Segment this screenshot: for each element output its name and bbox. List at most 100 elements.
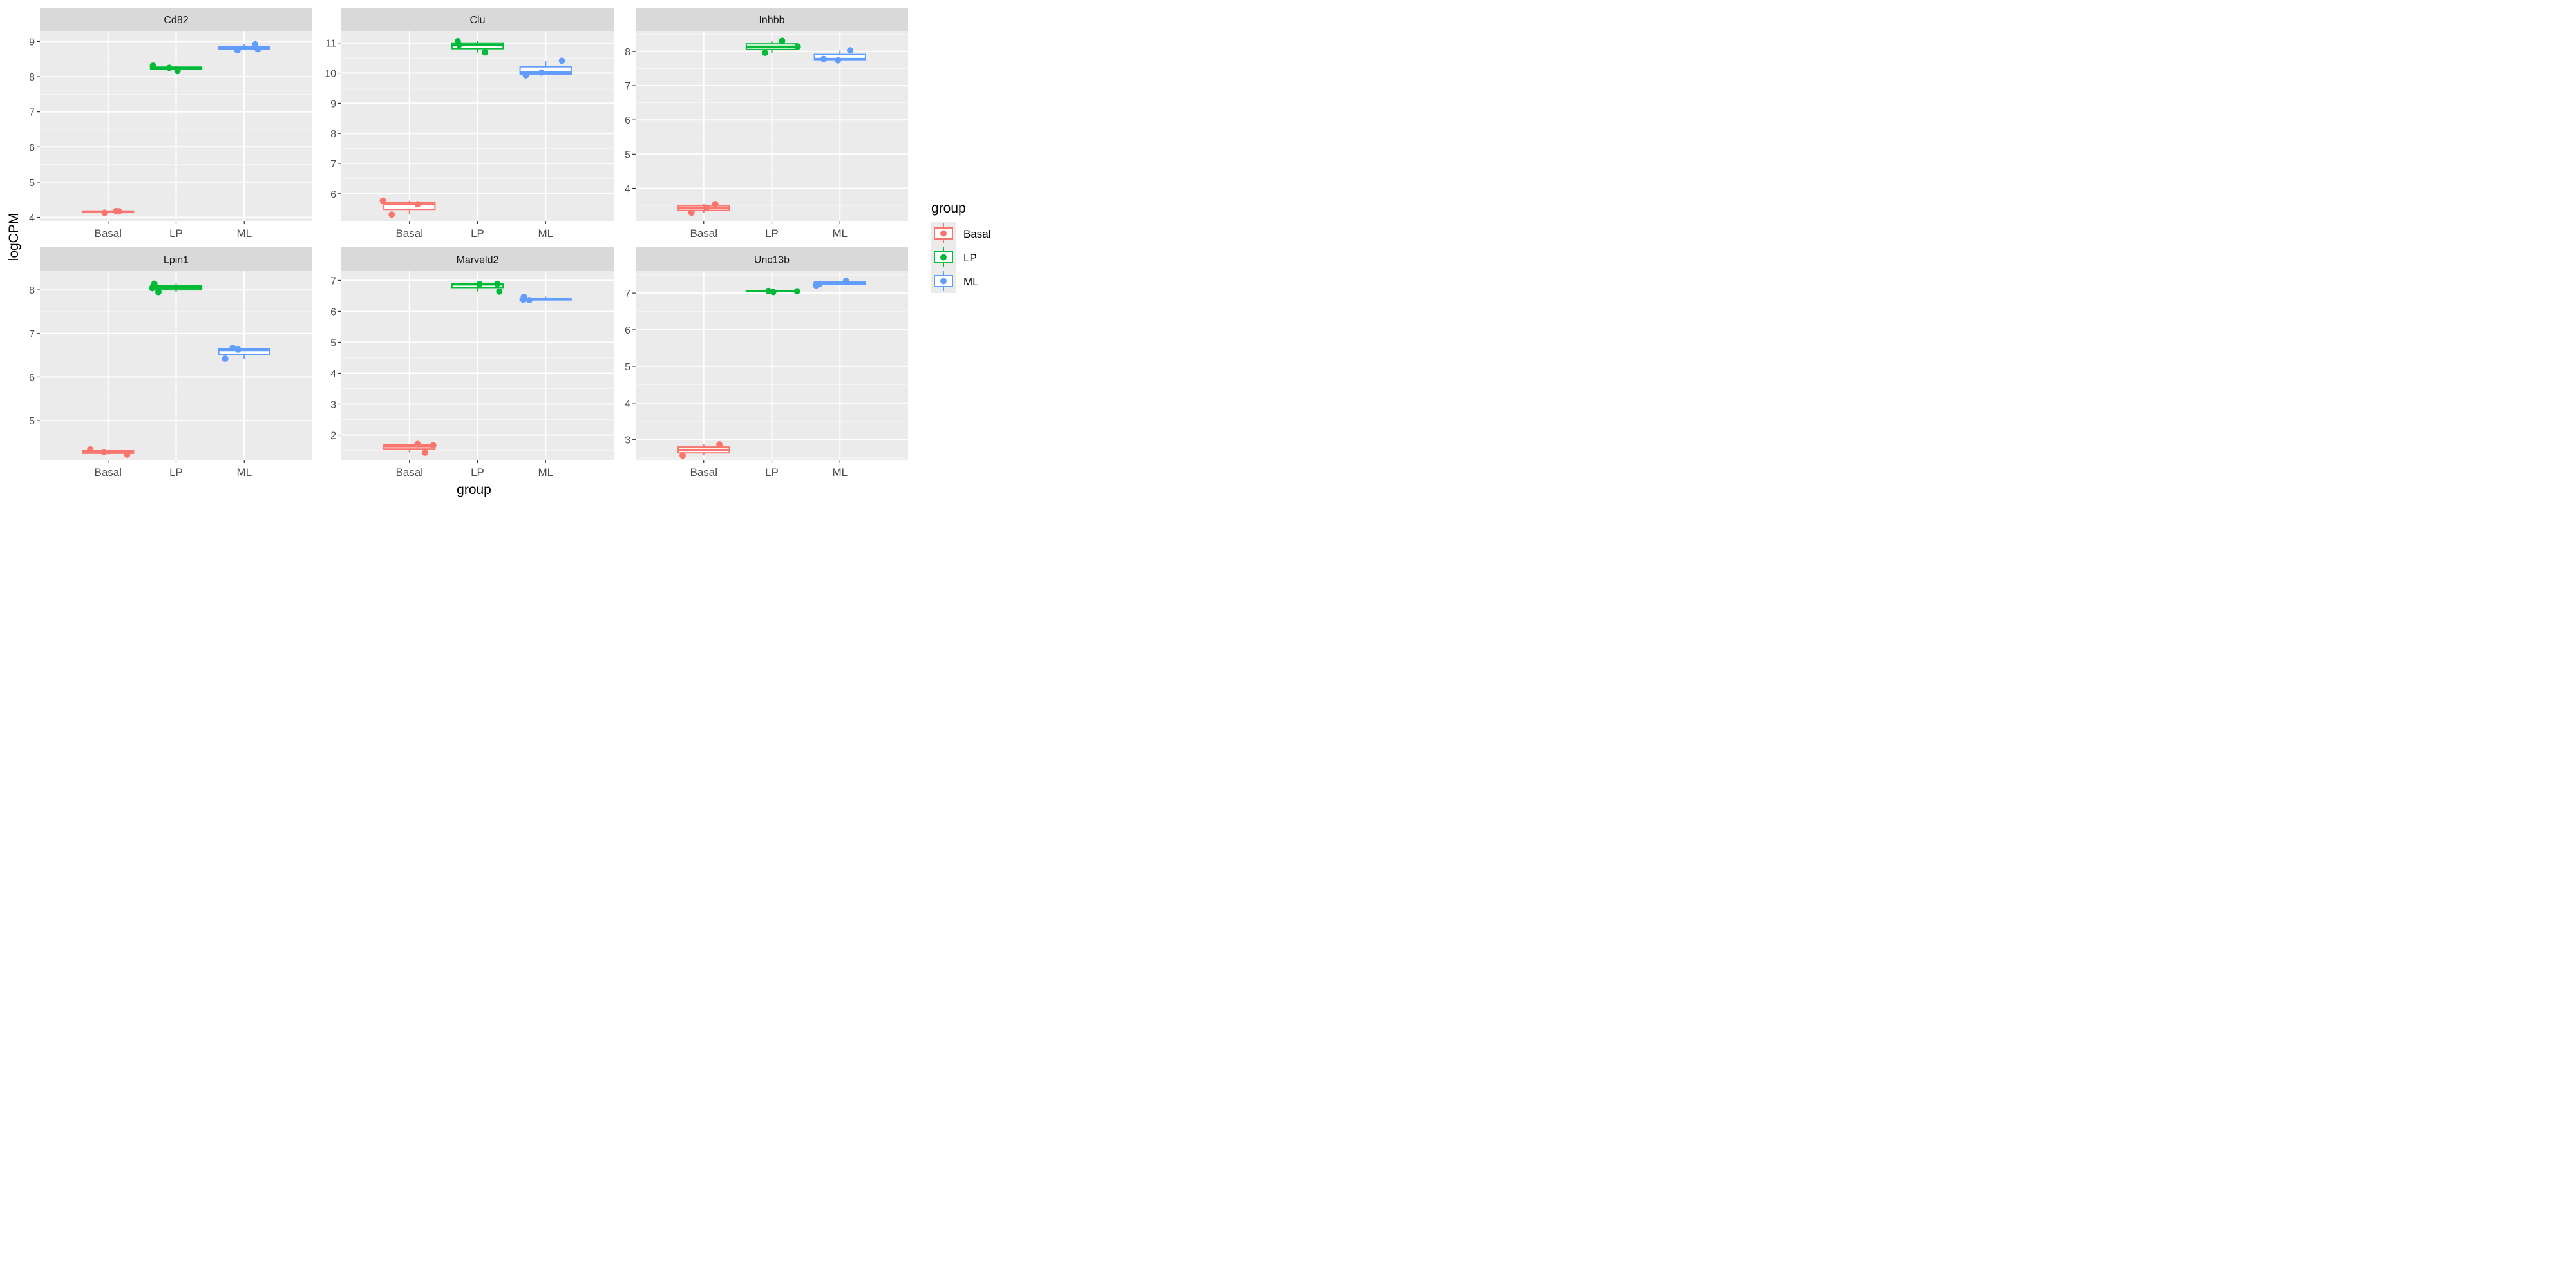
box-basal (82, 210, 135, 213)
y-tick-label: 10 (325, 69, 336, 80)
box-body (218, 348, 270, 355)
data-point-basal (679, 452, 686, 459)
facet-title: Marveld2 (457, 255, 499, 266)
y-tick-label: 5 (29, 416, 35, 427)
y-axis-title: logCPM (6, 213, 21, 261)
data-point-ml (254, 46, 261, 53)
data-point-lp (496, 288, 503, 295)
data-point-ml (847, 47, 854, 54)
data-point-ml (252, 41, 259, 48)
x-tick-label: ML (538, 466, 553, 478)
data-point-basal (414, 201, 421, 208)
facet-strip (341, 8, 614, 31)
data-point-ml (842, 278, 849, 285)
x-tick-label: Basal (690, 227, 717, 240)
data-point-ml (520, 293, 527, 300)
data-point-basal (430, 442, 437, 449)
data-point-lp (166, 64, 173, 71)
x-tick-label: LP (765, 466, 779, 478)
y-tick-label: 3 (625, 435, 630, 446)
panel-inhbb: Inhbb 4 5 6 7 8 Basal LP ML (625, 8, 908, 240)
legend-key-lp: LP (931, 245, 977, 269)
data-point-basal (388, 211, 395, 218)
data-point-basal (115, 208, 122, 215)
legend-key-point (940, 230, 947, 237)
data-point-lp (770, 289, 777, 296)
panel-lpin1: Lpin1 5 6 7 8 Basal LP ML (29, 247, 312, 478)
faceted-box-plot: Cd82 4 5 6 7 8 9 Basal LP ML Clu 6 7 8 9 10 11 Basal LP ML I… (0, 0, 996, 500)
data-point-basal (379, 197, 386, 204)
y-tick-label: 9 (330, 99, 336, 109)
data-point-ml (522, 71, 529, 79)
legend-label: ML (963, 276, 979, 288)
data-point-basal (703, 204, 710, 211)
x-tick-label: ML (236, 227, 252, 240)
data-point-basal (712, 200, 719, 207)
x-tick-label: Basal (690, 466, 717, 478)
legend-label: Basal (963, 228, 991, 240)
y-tick-label: 7 (330, 276, 336, 287)
y-tick-label: 5 (625, 149, 630, 160)
data-point-ml (222, 355, 229, 363)
legend-keys: Basal LP ML (931, 222, 991, 293)
data-point-lp (149, 62, 156, 70)
data-point-ml (835, 57, 842, 64)
data-point-lp (455, 41, 462, 48)
x-tick-label: Basal (395, 227, 423, 240)
x-tick-label: ML (832, 227, 848, 240)
facet-strip (636, 247, 908, 271)
y-tick-label: 6 (29, 142, 35, 153)
y-tick-label: 6 (330, 189, 336, 200)
y-tick-label: 4 (625, 399, 630, 410)
y-tick-label: 4 (625, 184, 630, 195)
x-tick-label: ML (832, 466, 848, 478)
y-tick-label: 9 (29, 37, 35, 48)
y-tick-label: 7 (625, 289, 630, 299)
x-axis-title: group (457, 482, 491, 497)
y-tick-label: 5 (29, 178, 35, 189)
y-tick-label: 4 (29, 213, 35, 224)
data-point-basal (422, 449, 429, 456)
data-point-ml (820, 55, 827, 62)
y-tick-label: 6 (330, 307, 336, 317)
data-point-basal (414, 440, 421, 448)
data-point-basal (87, 446, 94, 453)
data-point-ml (526, 297, 533, 304)
y-tick-label: 5 (625, 362, 630, 373)
box-body (383, 202, 436, 211)
box-ml (218, 44, 270, 51)
y-tick-label: 11 (325, 39, 336, 50)
panel-clu: Clu 6 7 8 9 10 11 Basal LP ML (325, 8, 614, 240)
data-point-basal (688, 209, 695, 216)
data-point-ml (558, 57, 565, 64)
y-tick-label: 4 (330, 369, 336, 380)
facet-strip (341, 247, 614, 271)
data-point-basal (101, 209, 108, 216)
box-basal (383, 200, 436, 214)
facet-strip (636, 8, 908, 31)
data-point-lp (779, 37, 786, 44)
data-point-lp (794, 43, 801, 50)
box-basal (677, 444, 730, 456)
data-point-ml (234, 47, 241, 54)
y-tick-label: 5 (330, 337, 336, 348)
data-point-basal (100, 448, 108, 455)
facet-title: Clu (469, 15, 485, 26)
x-tick-label: LP (169, 466, 183, 478)
x-tick-label: LP (471, 227, 484, 240)
x-tick-label: Basal (94, 466, 122, 478)
legend-label: LP (963, 252, 977, 264)
y-tick-label: 2 (330, 431, 336, 442)
legend: group Basal LP ML (931, 201, 991, 293)
y-tick-label: 6 (625, 325, 630, 336)
data-point-lp (476, 281, 483, 288)
box-ml (218, 348, 270, 359)
data-point-lp (151, 280, 158, 287)
x-tick-label: Basal (395, 466, 423, 478)
y-tick-label: 3 (330, 400, 336, 411)
y-tick-label: 7 (330, 159, 336, 170)
panel-unc13b: Unc13b 3 4 5 6 7 Basal LP ML (625, 247, 908, 478)
data-point-ml (234, 346, 242, 353)
legend-key-basal: Basal (931, 222, 991, 245)
